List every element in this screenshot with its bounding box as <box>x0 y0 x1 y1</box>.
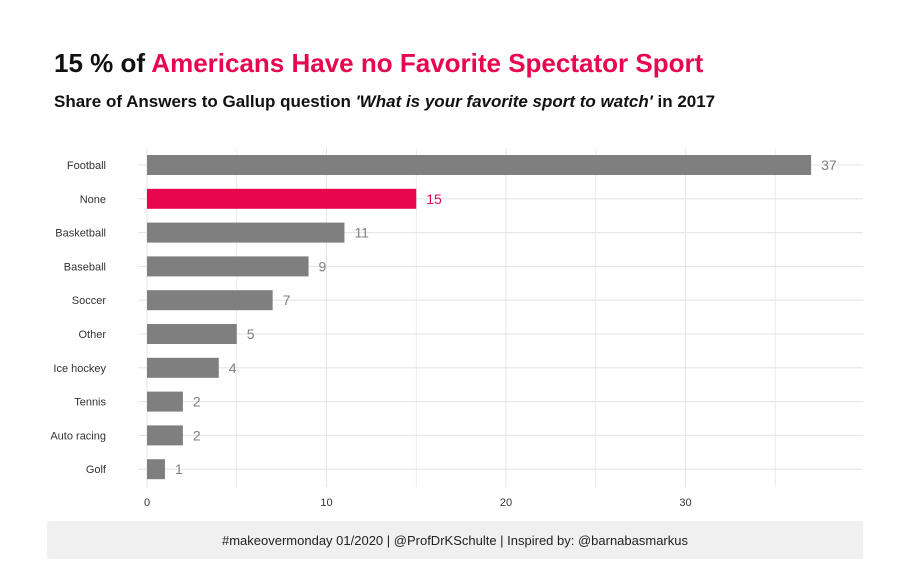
bar <box>147 256 309 277</box>
bar <box>147 425 183 446</box>
chart-subtitle: Share of Answers to Gallup question 'Wha… <box>54 92 715 112</box>
data-label: 37 <box>821 157 837 173</box>
subtitle-suffix: in 2017 <box>652 92 716 111</box>
bar <box>147 324 237 344</box>
x-tick-label: 30 <box>679 497 691 509</box>
chart-title: 15 % of Americans Have no Favorite Spect… <box>54 48 703 79</box>
data-label: 1 <box>175 461 183 477</box>
category-label: Basketball <box>55 228 106 240</box>
category-label: Tennis <box>74 397 106 409</box>
footer-caption-box: #makeovermonday 01/2020 | @ProfDrKSchult… <box>47 521 863 559</box>
title-highlight: Americans Have no Favorite Spectator Spo… <box>151 48 704 78</box>
bar <box>147 188 417 209</box>
bar <box>147 222 345 243</box>
subtitle-question: 'What is your favorite sport to watch' <box>355 92 653 111</box>
category-label: Ice hockey <box>53 363 106 375</box>
bar <box>147 290 273 311</box>
bar <box>147 155 812 175</box>
subtitle-prefix: Share of Answers to Gallup question <box>54 92 356 111</box>
category-label: Baseball <box>64 261 106 273</box>
bar <box>147 391 183 412</box>
bar <box>147 459 165 480</box>
category-label: Football <box>67 160 106 172</box>
category-label: Golf <box>86 464 107 476</box>
data-label: 2 <box>193 394 201 410</box>
data-label: 11 <box>354 225 369 241</box>
category-label: Auto racing <box>50 430 106 442</box>
data-label: 15 <box>426 191 442 207</box>
category-label: Other <box>78 329 106 341</box>
title-prefix: 15 % of <box>54 48 152 78</box>
footer-caption: #makeovermonday 01/2020 | @ProfDrKSchult… <box>222 532 688 548</box>
x-tick-label: 20 <box>500 497 512 509</box>
category-label: None <box>80 194 106 206</box>
x-tick-label: 0 <box>144 497 150 509</box>
data-label: 5 <box>247 326 255 342</box>
category-label: Soccer <box>72 295 107 307</box>
bar <box>147 357 219 378</box>
data-label: 7 <box>283 292 291 308</box>
x-tick-label: 10 <box>320 497 332 509</box>
data-label: 4 <box>229 360 237 376</box>
data-label: 9 <box>319 258 327 274</box>
data-label: 2 <box>193 427 201 443</box>
